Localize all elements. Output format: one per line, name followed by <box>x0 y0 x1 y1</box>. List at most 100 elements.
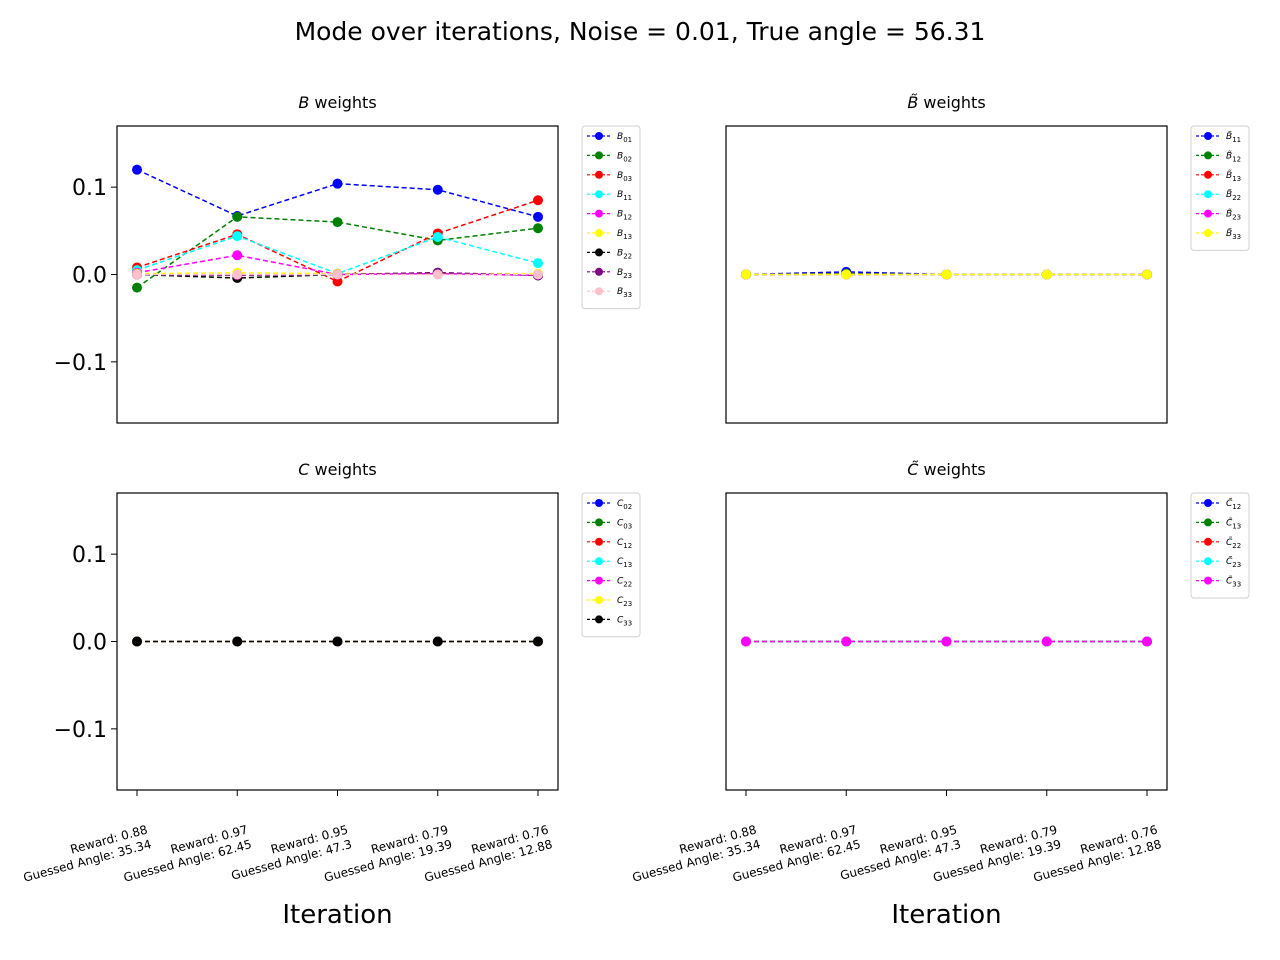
axes-frame <box>725 125 1168 424</box>
data-point-b-33 <box>232 269 243 280</box>
legend-marker <box>595 248 603 257</box>
y-tick-label: 0.1 <box>72 176 107 201</box>
legend-marker <box>595 518 603 527</box>
legend-label: C̃23 <box>1226 556 1241 570</box>
legend-label: B01 <box>617 132 632 144</box>
legend-frame <box>581 125 641 310</box>
legend-marker <box>1204 209 1212 218</box>
data-point-b-tilde-33 <box>741 269 751 280</box>
x-axis-label: Iteration <box>282 900 392 930</box>
legend-label: C13 <box>617 557 632 569</box>
legend-marker <box>595 229 603 237</box>
legend-label: C22 <box>617 577 632 589</box>
data-point-b-tilde-33 <box>1142 269 1152 280</box>
data-point-c-33 <box>132 636 142 647</box>
data-point-b-11 <box>432 231 443 242</box>
data-point-b-01 <box>432 184 443 195</box>
legend-marker <box>595 151 603 160</box>
legend-marker <box>1204 537 1212 546</box>
axes-frame <box>116 492 559 791</box>
data-point-c-33 <box>533 636 543 647</box>
legend: C02 C03 C12 C13 C22 C23 C33 <box>581 492 641 638</box>
x-axis-label: Iteration <box>891 900 1001 930</box>
legend-label: C03 <box>617 518 632 530</box>
data-point-b-tilde-33 <box>841 269 852 280</box>
plot-area <box>132 164 543 293</box>
legend-marker <box>595 596 603 604</box>
data-point-b-03 <box>332 276 343 287</box>
data-point-b-01 <box>533 211 543 222</box>
legend-marker <box>1204 170 1212 179</box>
y-tick-label: 0.0 <box>72 264 107 289</box>
data-point-c-tilde-33 <box>1142 636 1152 647</box>
axes-frame <box>116 125 559 424</box>
subplot-title: C weights <box>298 460 377 479</box>
data-point-c-tilde-33 <box>841 636 852 647</box>
y-tick-label: −0.1 <box>54 718 107 743</box>
subplot-2: B̃ weights B̃11 B̃12 B̃13 B̃22 B̃23 B̃33 <box>725 93 1250 424</box>
legend-marker <box>595 287 603 296</box>
legend-marker <box>595 267 603 276</box>
legend-marker <box>595 537 603 546</box>
legend-marker <box>595 576 603 585</box>
data-point-c-tilde-33 <box>941 636 952 647</box>
legend-label: B12 <box>617 210 632 222</box>
legend-label: B03 <box>617 171 632 183</box>
legend-label: B̃23 <box>1226 208 1241 222</box>
data-point-c-33 <box>332 636 343 647</box>
data-point-b-02 <box>332 217 343 228</box>
legend-label: C33 <box>617 615 632 627</box>
legend-label: C23 <box>617 596 632 608</box>
legend-label: B̃22 <box>1226 189 1241 203</box>
data-point-b-33 <box>432 269 443 280</box>
subplot-1: B weights 0.1 0.0 −0.1 B01 B02 B03 B11 B12 B13 B22… <box>54 93 641 424</box>
series-line-b-02 <box>136 216 539 289</box>
data-point-c-tilde-33 <box>741 636 751 647</box>
legend-label: B33 <box>617 287 632 299</box>
legend-marker <box>1204 190 1212 199</box>
legend-label: C̃12 <box>1226 497 1241 511</box>
data-point-b-01 <box>132 164 142 175</box>
data-point-b-01 <box>332 178 343 189</box>
legend-marker <box>595 615 603 624</box>
data-point-c-tilde-33 <box>1041 636 1052 647</box>
legend-marker <box>595 132 603 140</box>
subplot-title: B weights <box>298 93 376 112</box>
data-point-b-02 <box>132 282 142 293</box>
legend-label: B13 <box>617 229 632 241</box>
legend-label: C̃13 <box>1226 517 1241 531</box>
legend-label: C̃33 <box>1226 575 1241 589</box>
legend-marker <box>595 499 603 507</box>
legend-label: B̃11 <box>1226 130 1241 144</box>
legend-marker <box>1204 132 1212 140</box>
data-point-b-tilde-33 <box>941 269 952 280</box>
data-point-b-33 <box>332 269 343 280</box>
y-tick-label: 0.0 <box>72 631 107 656</box>
legend-marker <box>1204 499 1212 507</box>
legend: C̃12 C̃13 C̃22 C̃23 C̃33 <box>1190 492 1250 599</box>
data-point-c-33 <box>232 636 243 647</box>
legend-marker <box>595 209 603 218</box>
legend-marker <box>1204 151 1212 160</box>
legend: B̃11 B̃12 B̃13 B̃22 B̃23 B̃33 <box>1190 125 1250 251</box>
legend: B01 B02 B03 B11 B12 B13 B22 B23 B33 <box>581 125 641 310</box>
legend-marker <box>1204 518 1212 527</box>
legend-marker <box>1204 229 1212 237</box>
data-point-b-tilde-33 <box>1041 269 1052 280</box>
data-point-b-02 <box>533 223 543 234</box>
data-point-b-03 <box>533 195 543 206</box>
data-point-b-02 <box>232 211 243 222</box>
subplot-title: B̃ weights <box>907 93 985 112</box>
legend-label: B23 <box>617 268 632 280</box>
legend-marker <box>1204 576 1212 585</box>
data-point-b-11 <box>533 258 543 269</box>
data-point-b-12 <box>232 250 243 261</box>
plot-area <box>741 636 1152 647</box>
legend-label: C12 <box>617 538 632 550</box>
legend-marker <box>595 170 603 179</box>
y-tick-label: 0.1 <box>72 543 107 568</box>
legend-label: C02 <box>617 499 632 511</box>
legend-label: C̃22 <box>1226 536 1241 550</box>
plot-area <box>741 266 1152 280</box>
